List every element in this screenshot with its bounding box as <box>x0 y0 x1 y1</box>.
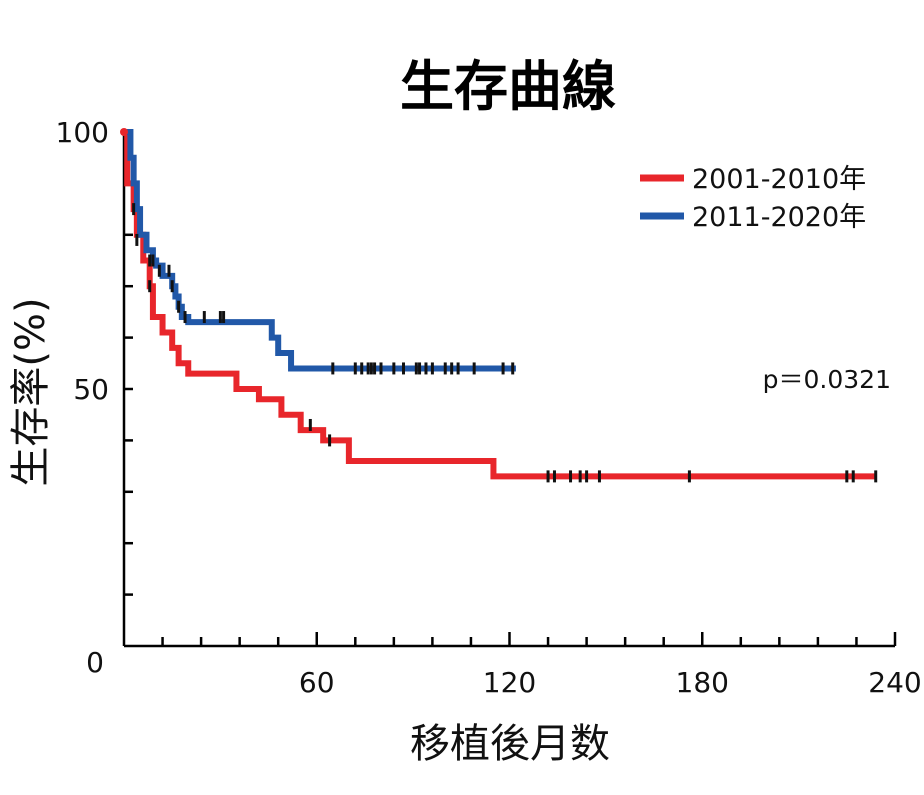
x-axis: 60 120 180 240 <box>124 632 922 699</box>
series-line-2011-2020 <box>124 129 516 372</box>
start-point <box>120 128 128 136</box>
x-axis-label: 移植後月数 <box>410 721 610 767</box>
legend-label-2001-2010: 2001-2010年 <box>692 164 866 195</box>
x-tick-label: 120 <box>483 666 536 699</box>
x-tick-label: 240 <box>868 666 921 699</box>
y-tick-label: 100 <box>56 116 109 149</box>
y-axis-label: 生存率(%) <box>8 297 54 486</box>
p-value-annotation: p＝0.0321 <box>763 365 891 394</box>
legend: 2001-2010年 2011-2020年 <box>640 164 866 233</box>
y-tick-label: 0 <box>86 646 104 679</box>
chart-title: 生存曲線 <box>400 55 616 118</box>
x-tick-label: 60 <box>299 666 335 699</box>
legend-label-2011-2020: 2011-2020年 <box>692 202 866 233</box>
censor-layer <box>120 128 878 483</box>
x-tick-label: 180 <box>676 666 729 699</box>
y-axis: 0 50 100 <box>56 116 133 679</box>
y-tick-label: 50 <box>73 373 109 406</box>
